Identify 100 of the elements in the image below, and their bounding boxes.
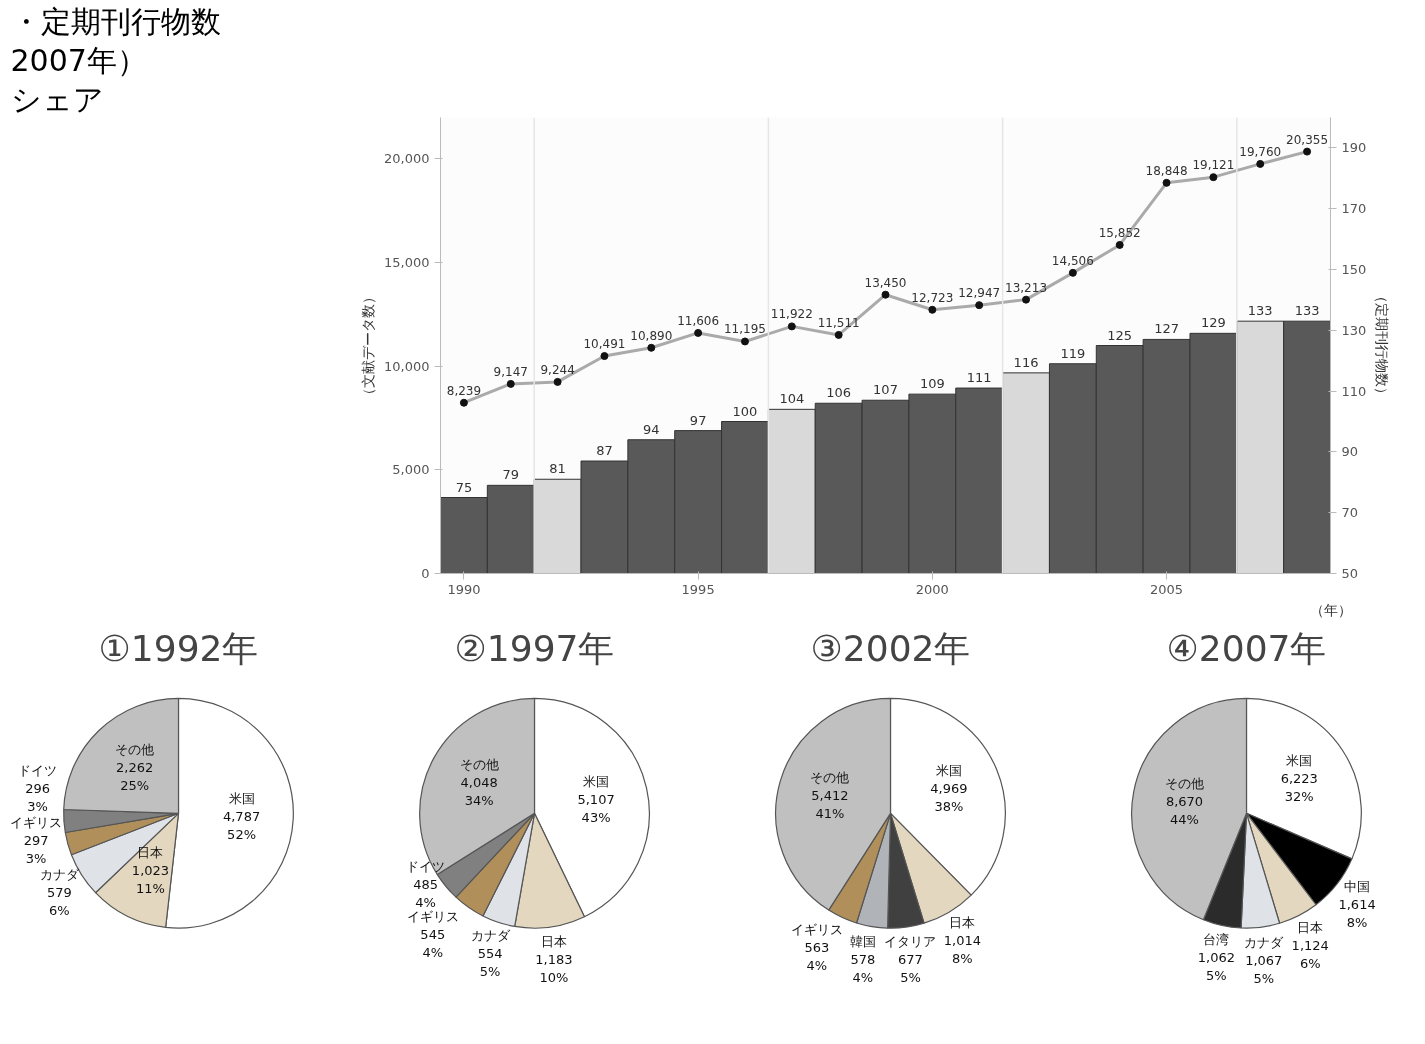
data-label: 125 — [1107, 327, 1133, 343]
slice-label: イギリス — [10, 815, 63, 831]
slice-label: カナダ — [1244, 934, 1285, 950]
slice-label: その他 — [810, 769, 850, 785]
data-label: 5,107 43% — [577, 791, 615, 825]
data-label: 1,124 6% — [1291, 937, 1329, 971]
data-label: 79 — [502, 467, 520, 483]
y-tick-label: 15,000 — [384, 255, 430, 271]
chart-title: ①1992年 — [98, 627, 259, 669]
data-label: 1,614 8% — [1338, 896, 1376, 930]
y-axis-title: （文献データ数） — [360, 289, 377, 402]
data-label: 129 — [1200, 315, 1226, 331]
y-tick-label: 10,000 — [384, 358, 430, 374]
slice-label: 韓国 — [849, 933, 876, 949]
data-label: 12,723 — [911, 290, 954, 305]
data-label: 15,852 — [1098, 225, 1141, 240]
data-label: 19,121 — [1192, 158, 1235, 173]
data-label: 1,183 10% — [535, 952, 573, 986]
data-label: 20,355 — [1286, 132, 1329, 147]
x-tick-label: 1990 — [447, 581, 481, 597]
data-label: 109 — [919, 376, 945, 392]
data-label: 554 5% — [477, 946, 503, 980]
slice-label: 中国 — [1344, 878, 1371, 894]
data-label: 94 — [643, 421, 660, 437]
slice-label: カナダ — [470, 928, 511, 944]
slice-label: 日本 — [137, 845, 164, 861]
x-tick-label: 2000 — [915, 581, 949, 597]
data-label: 11,922 — [770, 307, 813, 322]
y-tick-label: 20,000 — [384, 151, 430, 167]
x-axis-title: （年） — [1309, 601, 1352, 618]
slice-label: 日本 — [540, 934, 567, 950]
slice-label: その他 — [459, 756, 499, 772]
data-label: 119 — [1060, 345, 1086, 361]
slice-label: その他 — [1165, 775, 1204, 791]
slice-label: イギリス — [790, 921, 843, 937]
data-label: 111 — [966, 370, 992, 386]
y2-tick-label: 90 — [1341, 444, 1359, 460]
data-label: 1,062 5% — [1197, 950, 1236, 984]
text: シェア — [10, 81, 104, 117]
data-label: 18,848 — [1145, 163, 1188, 178]
chart-title: ②1997年 — [454, 627, 615, 669]
slice-label: イタリア — [884, 934, 937, 950]
y2-tick-label: 170 — [1341, 201, 1367, 217]
y2-tick-label: 150 — [1341, 262, 1367, 277]
data-label: 81 — [549, 461, 566, 477]
data-label: 13,450 — [864, 275, 907, 290]
data-label: 107 — [873, 382, 898, 398]
chart-title: ③2002年 — [810, 627, 971, 669]
text: ・定期刊行物数 — [10, 3, 221, 39]
data-label: 12,947 — [958, 286, 1001, 301]
y-tick-label: 0 — [421, 566, 430, 581]
data-label: 8,670 44% — [1165, 793, 1204, 827]
y2-tick-label: 190 — [1341, 140, 1367, 156]
data-label: 97 — [689, 412, 707, 428]
data-label: 5,412 41% — [811, 787, 849, 821]
slice-label: ドイツ — [18, 762, 58, 778]
data-label: 2,262 25% — [115, 759, 154, 793]
y-tick-label: 5,000 — [392, 462, 430, 478]
data-label: 1,014 8% — [943, 932, 982, 966]
slice-label: その他 — [115, 741, 155, 757]
data-label: 100 — [732, 403, 758, 419]
data-label: 9,244 — [540, 362, 575, 377]
y2-tick-label: 110 — [1341, 383, 1367, 399]
y2-tick-label: 70 — [1341, 505, 1359, 521]
slice-label: 米国 — [935, 763, 962, 779]
data-label: 4,787 52% — [222, 809, 261, 843]
data-label: 4,969 38% — [930, 781, 968, 815]
slice-label: 日本 — [949, 914, 976, 930]
data-label: 11,511 — [817, 315, 860, 330]
data-label: 10,890 — [630, 328, 673, 343]
data-label: 104 — [779, 391, 805, 407]
data-label: 116 — [1013, 354, 1039, 370]
data-label: 11,195 — [723, 322, 766, 337]
data-label: 485 4% — [413, 876, 439, 910]
slice-label: 台湾 — [1203, 932, 1230, 948]
data-label: 1,023 11% — [131, 863, 170, 897]
data-label: 19,760 — [1239, 144, 1282, 159]
data-label: 13,213 — [1005, 280, 1048, 295]
data-label: 75 — [455, 479, 473, 495]
slice-label: イギリス — [406, 909, 459, 925]
data-label: 106 — [826, 385, 852, 401]
text: 2007年） — [10, 42, 147, 78]
data-label: 579 6% — [46, 885, 72, 919]
data-label: 545 4% — [420, 927, 446, 961]
slice-label: カナダ — [39, 867, 80, 883]
data-label: 563 4% — [804, 939, 830, 973]
data-label: 9,147 — [493, 364, 528, 379]
data-label: 677 5% — [898, 952, 923, 986]
slice-label: 米国 — [1286, 752, 1313, 768]
y2-tick-label: 50 — [1341, 566, 1359, 581]
data-label: 1,067 5% — [1245, 952, 1283, 986]
y2-axis-title: （定期刊行物数） — [1374, 289, 1391, 402]
data-label: 87 — [596, 443, 613, 459]
data-label: 11,606 — [677, 313, 720, 328]
data-label: 14,506 — [1051, 253, 1094, 268]
data-label: 296 3% — [25, 780, 51, 814]
slice-label: ドイツ — [406, 858, 446, 874]
slice-label: 日本 — [1297, 919, 1324, 935]
slice-label: 米国 — [228, 791, 255, 807]
data-label: 6,223 32% — [1280, 770, 1318, 804]
